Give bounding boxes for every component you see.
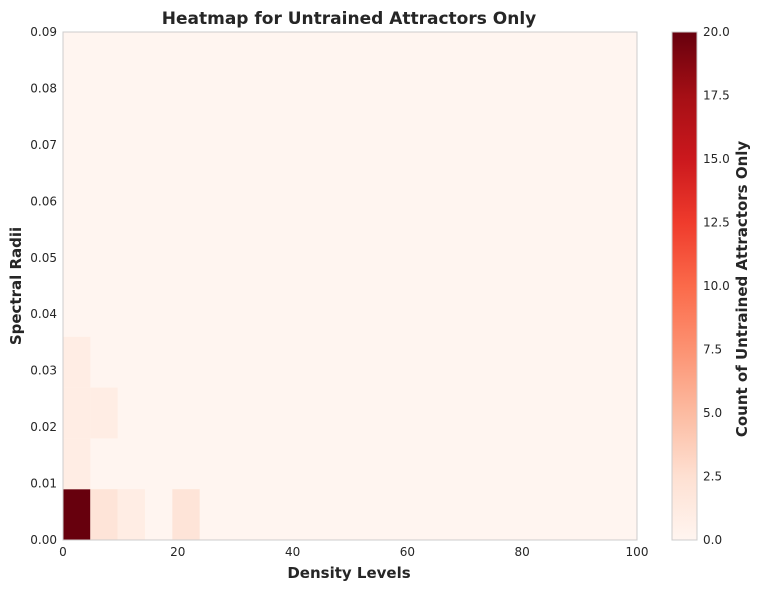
y-tick-label: 0.04 bbox=[30, 307, 57, 321]
colorbar-tick-label: 15.0 bbox=[703, 152, 730, 166]
colorbar-tick-label: 20.0 bbox=[703, 25, 730, 39]
colorbar-label: Count of Untrained Attractors Only bbox=[733, 141, 751, 438]
colorbar: 0.0 2.5 5.0 7.5 10.0 12.5 15.0 17.5 20.0 Count o… bbox=[671, 25, 751, 547]
heatmap-cell bbox=[63, 489, 91, 540]
plot-frame bbox=[62, 31, 638, 541]
heatmap-cell bbox=[63, 336, 91, 388]
heatmap-cell bbox=[117, 489, 145, 540]
heatmap-cell bbox=[63, 438, 91, 490]
heatmap-cell bbox=[90, 387, 118, 439]
y-tick-label: 0.06 bbox=[30, 194, 57, 208]
y-tick-label: 0.02 bbox=[30, 420, 57, 434]
heatmap-cell bbox=[90, 489, 118, 540]
plot-area bbox=[62, 31, 638, 541]
colorbar-frame bbox=[671, 31, 698, 541]
colorbar-tick-label: 2.5 bbox=[703, 470, 722, 484]
colorbar-tick-label: 10.0 bbox=[703, 279, 730, 293]
colorbar-gradient bbox=[672, 32, 697, 540]
x-tick-label: 40 bbox=[285, 545, 300, 559]
x-tick-label: 100 bbox=[626, 545, 649, 559]
colorbar-tick-label: 7.5 bbox=[703, 343, 722, 357]
x-tick-label: 80 bbox=[515, 545, 530, 559]
colorbar-tick-label: 12.5 bbox=[703, 216, 730, 230]
heatmap-cells bbox=[63, 336, 200, 540]
x-axis-ticks: 0 20 40 60 80 100 bbox=[59, 545, 648, 559]
y-tick-label: 0.09 bbox=[30, 25, 57, 39]
y-axis-ticks: 0.00 0.01 0.02 0.03 0.04 0.05 0.06 0.07 0.08 0.09 bbox=[30, 25, 57, 547]
heatmap-cell bbox=[172, 489, 200, 540]
y-tick-label: 0.01 bbox=[30, 477, 57, 491]
y-tick-label: 0.07 bbox=[30, 138, 57, 152]
x-tick-label: 20 bbox=[170, 545, 185, 559]
y-tick-label: 0.00 bbox=[30, 533, 57, 547]
x-axis-label: Density Levels bbox=[287, 564, 410, 582]
x-tick-label: 60 bbox=[400, 545, 415, 559]
heatmap-cell bbox=[63, 387, 91, 439]
y-tick-label: 0.08 bbox=[30, 81, 57, 95]
y-tick-label: 0.03 bbox=[30, 364, 57, 378]
chart-title: Heatmap for Untrained Attractors Only bbox=[162, 9, 536, 29]
colorbar-tick-label: 0.0 bbox=[703, 533, 722, 547]
plot-background bbox=[63, 32, 637, 540]
y-axis-label: Spectral Radii bbox=[7, 227, 25, 345]
colorbar-tick-label: 17.5 bbox=[703, 89, 730, 103]
colorbar-tick-label: 5.0 bbox=[703, 406, 722, 420]
colorbar-ticks: 0.0 2.5 5.0 7.5 10.0 12.5 15.0 17.5 20.0 bbox=[703, 25, 730, 547]
y-tick-label: 0.05 bbox=[30, 251, 57, 265]
x-tick-label: 0 bbox=[59, 545, 67, 559]
